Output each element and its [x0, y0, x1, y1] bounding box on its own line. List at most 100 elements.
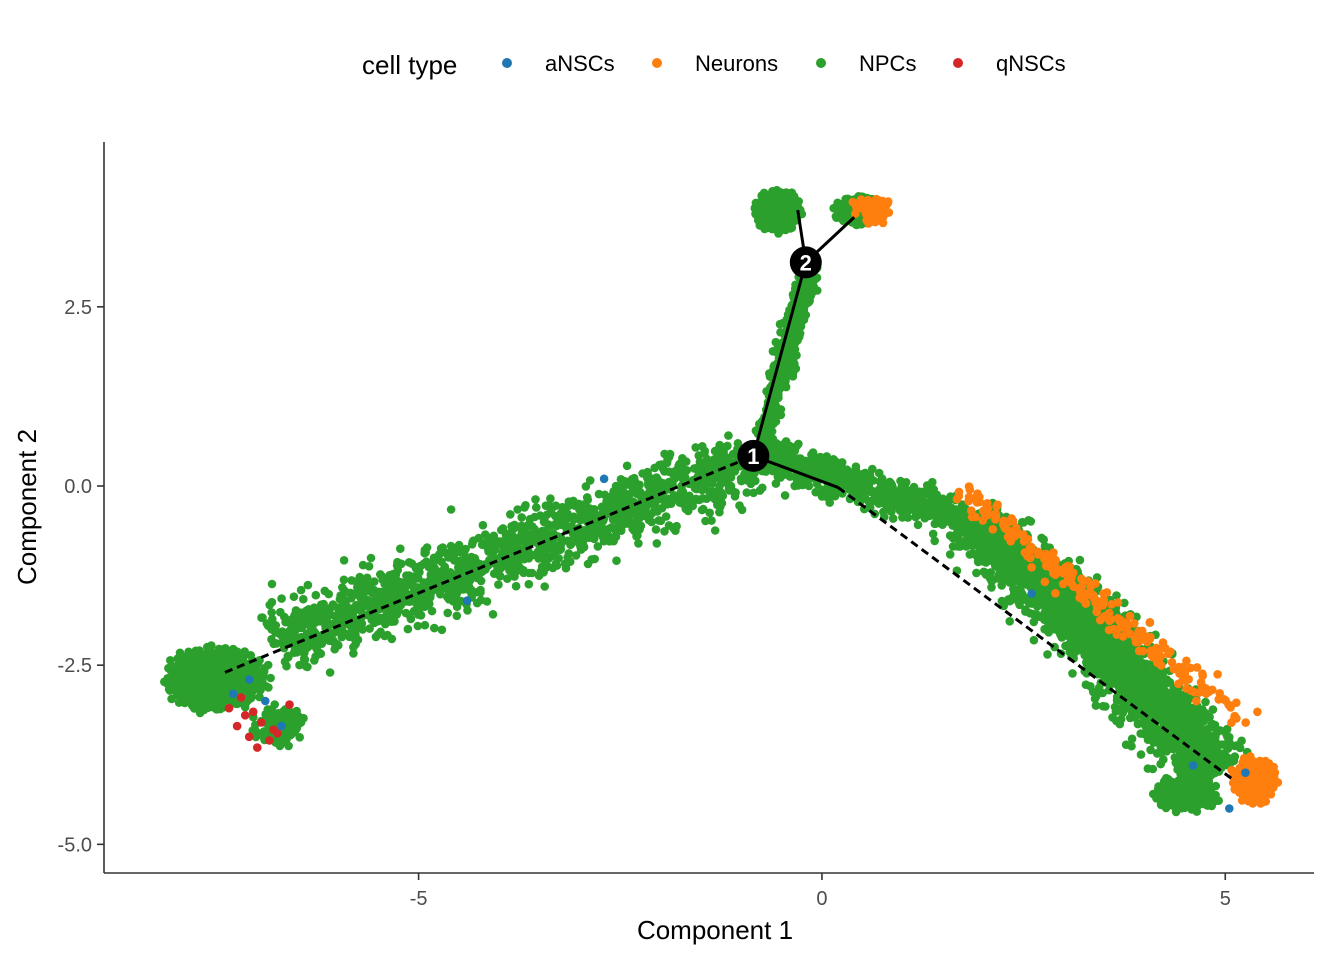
data-point	[965, 550, 975, 559]
data-point	[705, 459, 715, 469]
data-point	[792, 474, 801, 484]
data-point	[275, 741, 285, 751]
data-point	[452, 556, 461, 566]
data-point	[1026, 517, 1036, 526]
data-point	[777, 382, 787, 392]
data-point	[240, 702, 250, 712]
data-point	[299, 594, 308, 604]
data-point	[579, 542, 589, 552]
data-point	[507, 522, 516, 531]
data-point	[358, 560, 368, 570]
data-point	[474, 569, 484, 579]
data-point	[634, 539, 643, 548]
data-point	[701, 516, 710, 526]
data-point	[569, 515, 578, 525]
data-point	[463, 606, 472, 615]
data-point	[800, 286, 809, 296]
data-point	[579, 536, 588, 545]
data-point	[707, 479, 717, 488]
data-point	[443, 592, 453, 601]
data-point	[436, 590, 445, 599]
data-point	[488, 610, 498, 619]
data-point	[362, 573, 372, 583]
data-point	[413, 621, 423, 631]
data-point	[295, 733, 305, 742]
data-point	[289, 622, 298, 631]
data-point	[274, 628, 283, 637]
data-point	[460, 562, 470, 572]
data-point	[665, 449, 675, 459]
data-point	[766, 439, 776, 449]
data-point	[624, 514, 633, 524]
data-point	[858, 469, 867, 479]
data-point	[923, 498, 932, 508]
data-point	[1043, 626, 1052, 635]
data-point	[913, 520, 923, 530]
data-point	[853, 476, 862, 486]
legend-entry-qnscs: qNSCs	[953, 51, 1066, 76]
data-point	[338, 611, 347, 621]
data-point	[548, 563, 558, 573]
data-point	[787, 337, 796, 346]
data-point	[195, 708, 205, 718]
data-point	[755, 486, 765, 495]
legend-entry-npcs: NPCs	[816, 51, 916, 76]
data-point	[532, 503, 541, 512]
data-point	[187, 701, 197, 710]
data-point	[206, 645, 215, 655]
data-point	[707, 487, 717, 496]
data-point	[631, 510, 641, 519]
data-point	[528, 550, 537, 560]
data-point	[478, 520, 488, 530]
data-point	[306, 626, 315, 636]
data-point	[373, 598, 383, 608]
data-point	[427, 570, 437, 580]
data-point	[604, 524, 613, 534]
data-point	[1054, 601, 1064, 610]
legend-title: cell type	[362, 50, 457, 80]
data-point	[621, 489, 630, 499]
data-point	[251, 726, 260, 736]
data-point	[175, 666, 184, 675]
data-point	[267, 608, 277, 617]
data-point	[842, 206, 852, 215]
data-point	[930, 536, 939, 546]
data-point	[329, 629, 338, 638]
data-point	[634, 485, 643, 495]
data-point	[348, 606, 358, 616]
data-point	[382, 609, 392, 618]
data-point	[866, 476, 875, 486]
data-point	[191, 646, 201, 656]
data-point	[616, 475, 626, 484]
data-point	[660, 527, 669, 536]
data-point	[945, 550, 955, 559]
data-point	[424, 562, 434, 572]
data-point	[579, 526, 589, 535]
data-point	[851, 466, 861, 476]
data-point	[403, 624, 413, 634]
data-point	[282, 661, 291, 671]
data-point	[898, 513, 907, 522]
data-point	[568, 529, 578, 538]
data-point	[248, 684, 258, 694]
data-point	[799, 458, 808, 468]
data-point	[441, 583, 451, 593]
data-point	[349, 642, 358, 652]
data-point	[546, 494, 555, 503]
data-point	[195, 671, 204, 681]
data-point	[178, 685, 187, 695]
data-point	[683, 496, 692, 505]
data-point	[253, 659, 263, 669]
data-point	[722, 474, 732, 484]
data-point	[587, 509, 596, 519]
data-point	[392, 561, 402, 570]
data-point	[823, 487, 833, 497]
data-point	[437, 625, 447, 635]
data-point	[210, 656, 220, 665]
data-point	[845, 475, 855, 485]
data-point	[302, 606, 311, 615]
data-point	[694, 451, 704, 460]
data-point	[780, 491, 790, 500]
data-point	[401, 608, 411, 618]
data-point	[450, 588, 459, 598]
